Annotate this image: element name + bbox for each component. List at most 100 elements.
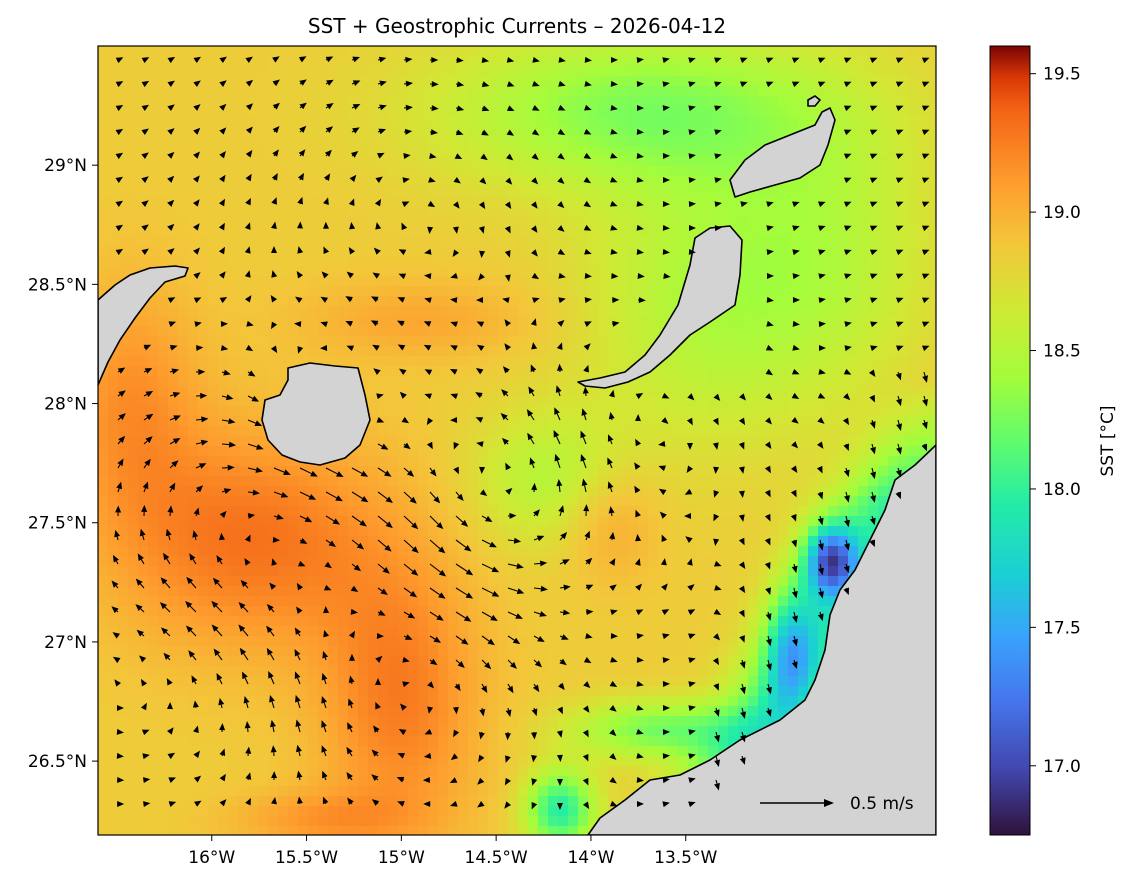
sst-cell: [578, 366, 589, 377]
sst-cell: [388, 316, 399, 327]
sst-cell: [448, 606, 459, 617]
sst-cell: [738, 256, 749, 267]
sst-cell: [918, 106, 929, 117]
sst-cell: [778, 606, 789, 617]
sst-cell: [758, 326, 769, 337]
sst-cell: [708, 416, 719, 427]
sst-cell: [748, 356, 759, 367]
sst-cell: [468, 416, 479, 427]
sst-cell: [498, 586, 509, 597]
sst-cell: [288, 226, 299, 237]
sst-cell: [148, 46, 159, 57]
sst-cell: [568, 126, 579, 137]
sst-cell: [248, 56, 259, 67]
sst-cell: [368, 526, 379, 537]
sst-cell: [188, 226, 199, 237]
sst-cell: [688, 546, 699, 557]
sst-cell: [458, 416, 469, 427]
sst-cell: [388, 586, 399, 597]
sst-cell: [658, 526, 669, 537]
sst-cell: [698, 166, 709, 177]
sst-cell: [198, 256, 209, 267]
sst-cell: [768, 536, 779, 547]
sst-cell: [878, 206, 889, 217]
sst-cell: [708, 336, 719, 347]
sst-cell: [568, 96, 579, 107]
sst-cell: [708, 186, 719, 197]
sst-cell: [668, 476, 679, 487]
sst-cell: [758, 566, 769, 577]
sst-cell: [248, 326, 259, 337]
sst-cell: [648, 316, 659, 327]
sst-cell: [358, 146, 369, 157]
sst-cell: [328, 616, 339, 627]
sst-cell: [828, 336, 839, 347]
sst-cell: [378, 486, 389, 497]
sst-cell: [748, 396, 759, 407]
sst-cell: [758, 606, 769, 617]
sst-cell: [828, 386, 839, 397]
sst-cell: [308, 346, 319, 357]
sst-cell: [278, 126, 289, 137]
sst-cell: [538, 206, 549, 217]
sst-cell: [468, 366, 479, 377]
sst-cell: [708, 316, 719, 327]
sst-cell: [208, 66, 219, 77]
sst-cell: [308, 586, 319, 597]
sst-cell: [208, 316, 219, 327]
sst-cell: [228, 156, 239, 167]
sst-cell: [228, 506, 239, 517]
sst-cell: [218, 236, 229, 247]
sst-cell: [378, 216, 389, 227]
sst-cell: [208, 196, 219, 207]
sst-cell: [658, 116, 669, 127]
sst-cell: [678, 556, 689, 567]
sst-cell: [818, 626, 829, 637]
sst-cell: [258, 206, 269, 217]
sst-cell: [138, 146, 149, 157]
sst-cell: [278, 616, 289, 627]
sst-cell: [708, 176, 719, 187]
sst-cell: [648, 256, 659, 267]
sst-cell: [408, 446, 419, 457]
sst-cell: [358, 606, 369, 617]
sst-cell: [508, 516, 519, 527]
sst-cell: [888, 216, 899, 227]
sst-cell: [348, 166, 359, 177]
sst-cell: [758, 466, 769, 477]
sst-cell: [548, 56, 559, 67]
sst-cell: [538, 576, 549, 587]
sst-cell: [448, 316, 459, 327]
sst-cell: [278, 56, 289, 67]
sst-cell: [548, 46, 559, 57]
sst-cell: [208, 186, 219, 197]
sst-cell: [708, 536, 719, 547]
sst-cell: [408, 106, 419, 117]
sst-cell: [748, 336, 759, 347]
sst-cell: [268, 486, 279, 497]
sst-cell: [708, 126, 719, 137]
sst-cell: [298, 226, 309, 237]
sst-cell: [528, 436, 539, 447]
sst-cell: [868, 136, 879, 147]
sst-cell: [388, 116, 399, 127]
sst-cell: [208, 506, 219, 517]
sst-cell: [818, 596, 829, 607]
sst-cell: [708, 356, 719, 367]
sst-cell: [188, 336, 199, 347]
sst-cell: [678, 196, 689, 207]
sst-cell: [818, 506, 829, 517]
sst-cell: [808, 276, 819, 287]
sst-cell: [328, 556, 339, 567]
sst-cell: [258, 336, 269, 347]
sst-cell: [358, 126, 369, 137]
sst-cell: [268, 506, 279, 517]
sst-cell: [648, 376, 659, 387]
sst-cell: [408, 206, 419, 217]
sst-cell: [188, 376, 199, 387]
sst-cell: [598, 556, 609, 567]
sst-cell: [538, 586, 549, 597]
sst-cell: [798, 276, 809, 287]
sst-cell: [858, 316, 869, 327]
sst-cell: [718, 616, 729, 627]
